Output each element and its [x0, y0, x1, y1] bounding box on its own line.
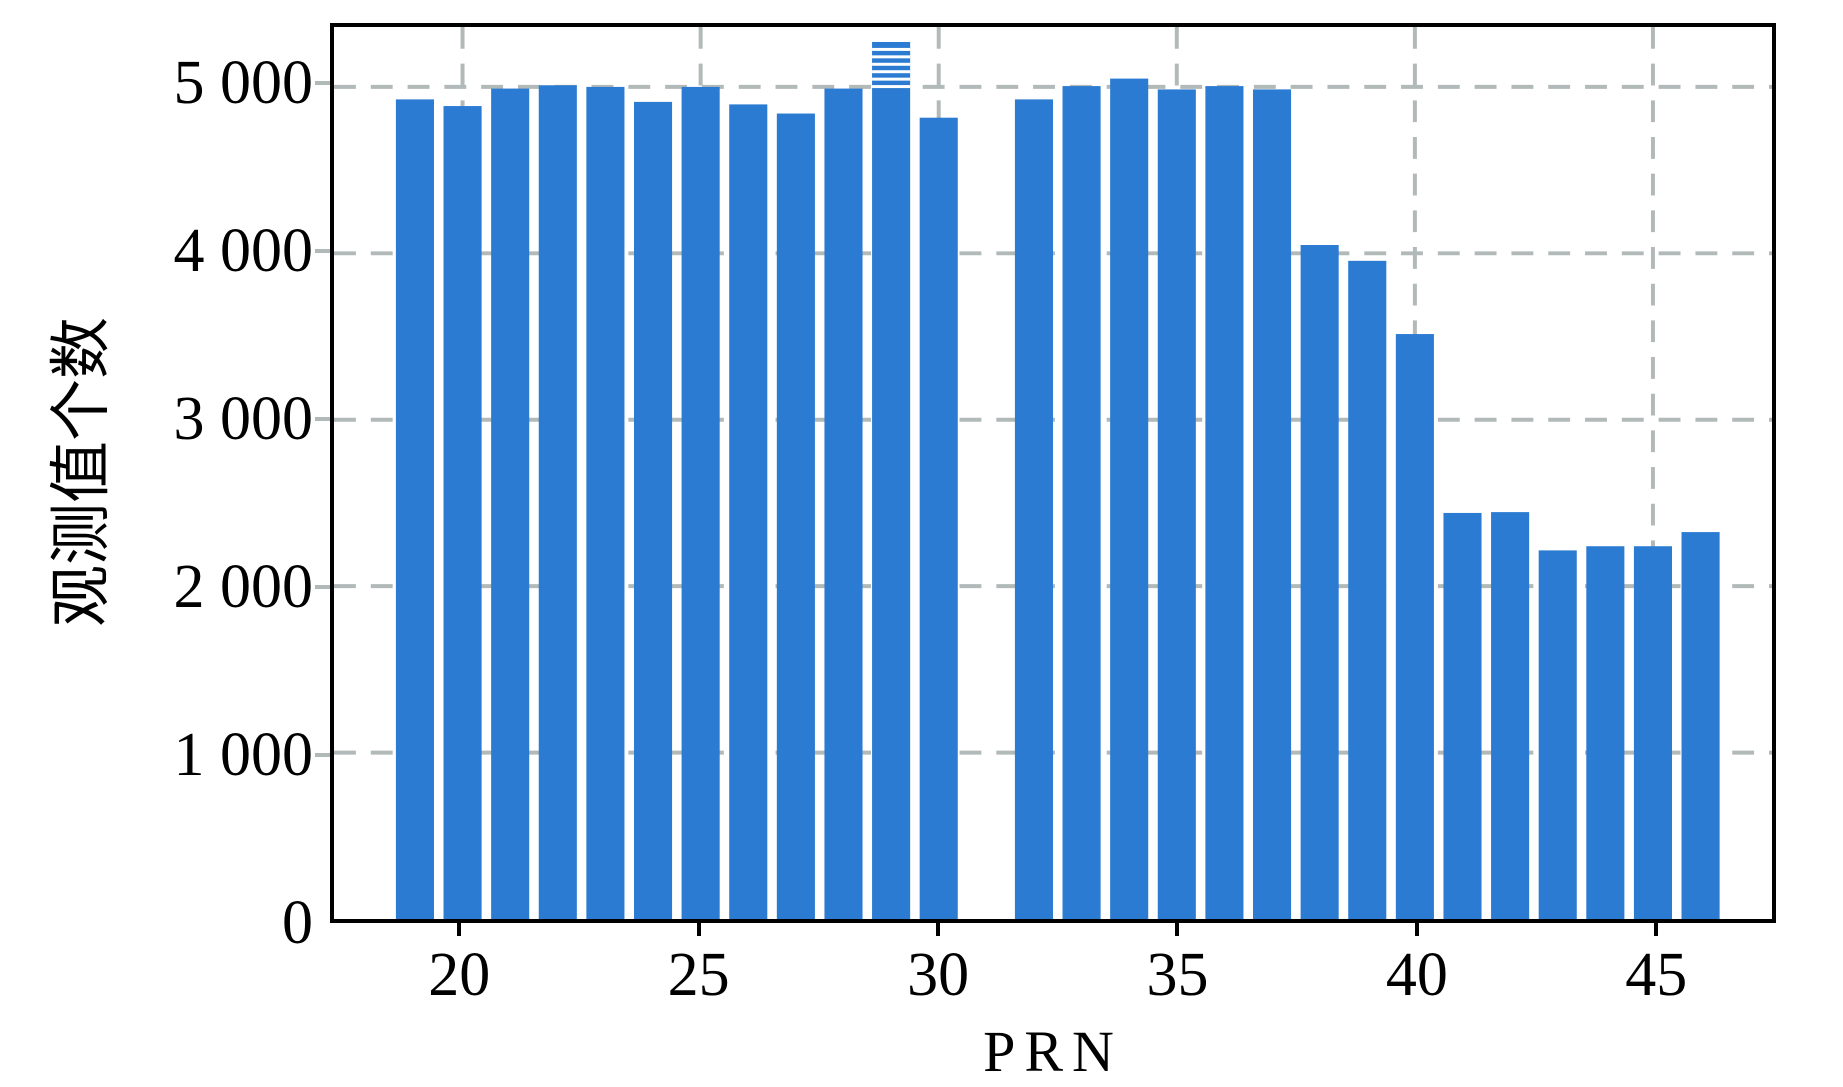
bar [824, 88, 863, 919]
y-tick-mark [315, 585, 330, 590]
bar [1110, 78, 1149, 919]
bar-clip-stripe [872, 62, 911, 66]
y-tick-mark [315, 81, 330, 86]
bar [633, 101, 673, 919]
y-tick-mark [315, 753, 330, 758]
bar [1014, 99, 1053, 919]
bar [1157, 89, 1196, 919]
bar [1395, 334, 1434, 919]
bar [1491, 512, 1530, 919]
x-tick-mark [1175, 921, 1180, 936]
bar [395, 99, 434, 919]
x-tick-label: 40 [1385, 941, 1448, 1009]
bar [443, 106, 482, 919]
y-tick-label: 3 000 [173, 385, 314, 454]
bar [1633, 546, 1673, 919]
x-tick-label: 35 [1146, 941, 1209, 1009]
y-tick-mark [315, 417, 330, 422]
bar-clip-stripe [872, 77, 911, 81]
x-tick-mark [696, 921, 701, 936]
plot-area [330, 23, 1776, 923]
bar [1348, 260, 1387, 919]
bar [681, 86, 720, 919]
bar [1300, 245, 1339, 919]
bar [1062, 86, 1101, 919]
bar [1681, 532, 1720, 919]
bar-clip-stripe [872, 55, 911, 59]
bar [919, 117, 958, 919]
y-axis-title: 观测值个数 [48, 317, 116, 628]
y-tick-mark [315, 249, 330, 254]
y-tick-label: 4 000 [173, 217, 314, 286]
y-tick-label: 5 000 [173, 49, 314, 118]
y-tick-label: 0 [282, 889, 313, 957]
bar [538, 85, 577, 919]
x-tick-label: 20 [428, 941, 491, 1009]
bar [1586, 546, 1625, 919]
x-tick-mark [936, 921, 941, 936]
bar [729, 104, 768, 919]
x-tick-mark [457, 921, 462, 936]
bar [1443, 512, 1482, 919]
bar [491, 88, 530, 919]
plot-canvas [334, 27, 1772, 919]
bar [586, 86, 625, 919]
bar [872, 41, 911, 919]
bar [1205, 86, 1244, 919]
bar [776, 113, 815, 919]
x-tick-label: 30 [907, 941, 970, 1009]
bar [1252, 89, 1292, 919]
x-tick-mark [1414, 921, 1419, 936]
bar-clip-stripe [872, 47, 911, 51]
bar [1538, 550, 1577, 919]
y-tick-label: 1 000 [173, 721, 314, 790]
x-tick-label: 25 [667, 941, 730, 1009]
x-tick-mark [1654, 921, 1659, 936]
bar-clip-stripe [872, 85, 911, 89]
bar-clip-stripe [872, 70, 911, 74]
x-axis-title: PRN [983, 1019, 1123, 1084]
y-tick-label: 2 000 [173, 553, 314, 622]
x-tick-label: 45 [1625, 941, 1688, 1009]
